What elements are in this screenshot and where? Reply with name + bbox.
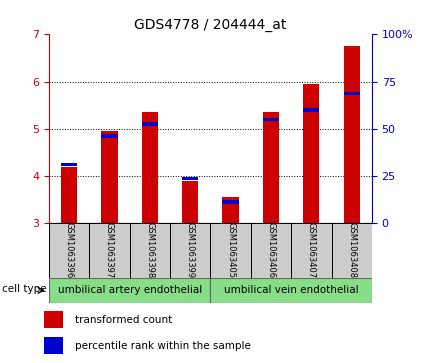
Bar: [49, 278, 210, 303]
Bar: [303, 108, 320, 112]
Text: umbilical vein endothelial: umbilical vein endothelial: [224, 285, 358, 295]
Bar: [263, 118, 279, 121]
Title: GDS4778 / 204444_at: GDS4778 / 204444_at: [134, 18, 286, 32]
Text: GSM1063408: GSM1063408: [347, 223, 356, 278]
Text: GSM1063407: GSM1063407: [307, 223, 316, 278]
Bar: [44, 311, 63, 328]
Bar: [61, 167, 77, 223]
Bar: [222, 197, 238, 223]
Text: GSM1063399: GSM1063399: [186, 223, 195, 278]
Text: GSM1063397: GSM1063397: [105, 223, 114, 278]
Bar: [89, 223, 130, 278]
Bar: [101, 131, 117, 223]
Text: GSM1063398: GSM1063398: [145, 223, 154, 278]
Bar: [332, 223, 372, 278]
Text: GSM1063406: GSM1063406: [266, 223, 275, 278]
Bar: [251, 223, 291, 278]
Bar: [222, 200, 238, 204]
Bar: [182, 177, 198, 180]
Bar: [142, 122, 158, 126]
Text: cell type: cell type: [3, 284, 47, 294]
Bar: [343, 92, 360, 95]
Bar: [343, 46, 360, 223]
Bar: [44, 337, 63, 354]
Text: percentile rank within the sample: percentile rank within the sample: [75, 340, 251, 351]
Bar: [210, 278, 372, 303]
Text: umbilical artery endothelial: umbilical artery endothelial: [57, 285, 202, 295]
Bar: [263, 113, 279, 223]
Bar: [170, 223, 210, 278]
Text: GSM1063396: GSM1063396: [65, 223, 74, 278]
Bar: [303, 84, 320, 223]
Text: transformed count: transformed count: [75, 315, 172, 325]
Bar: [210, 223, 251, 278]
Bar: [101, 134, 117, 138]
Bar: [142, 113, 158, 223]
Bar: [291, 223, 332, 278]
Bar: [61, 163, 77, 166]
Text: GSM1063405: GSM1063405: [226, 223, 235, 278]
Bar: [182, 181, 198, 223]
Bar: [49, 223, 89, 278]
Bar: [130, 223, 170, 278]
